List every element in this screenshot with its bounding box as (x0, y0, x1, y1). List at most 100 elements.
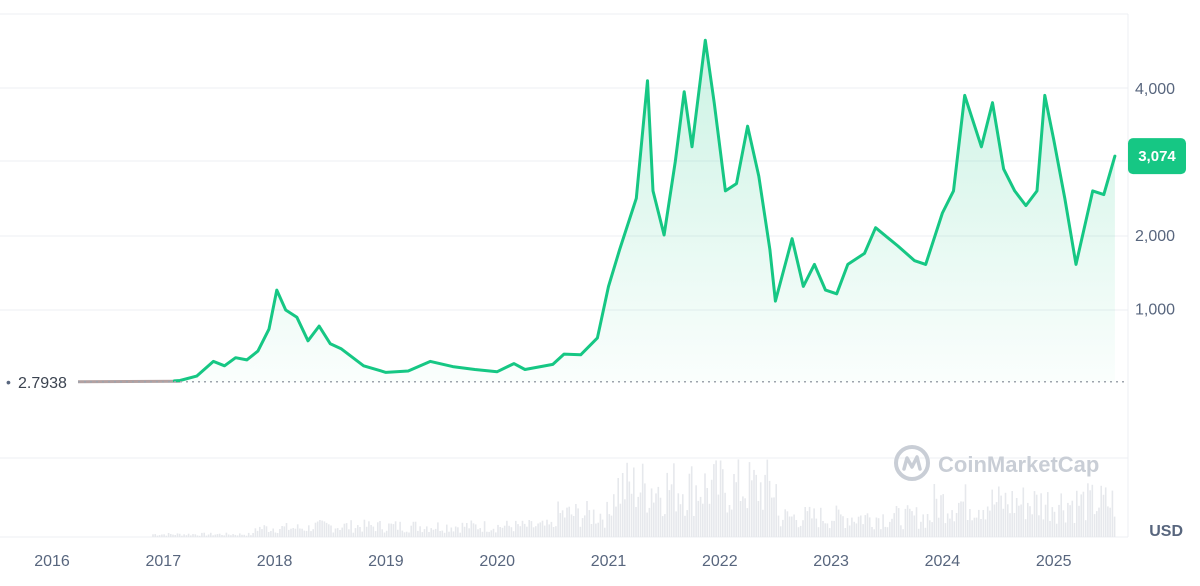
volume-bar (405, 531, 408, 537)
volume-bar (690, 466, 693, 537)
volume-bar (294, 528, 297, 537)
volume-bar (183, 534, 185, 537)
volume-bar (757, 501, 760, 537)
volume-bar (724, 492, 726, 537)
volume-bar (871, 527, 873, 537)
volume-bar (492, 528, 495, 537)
y-tick-label-1: 2,000 (1135, 228, 1175, 245)
volume-bar (719, 460, 722, 537)
volume-bar (748, 462, 751, 537)
volume-bar (650, 488, 653, 537)
volume-bar (802, 520, 804, 537)
volume-bar (993, 504, 996, 537)
volume-bar (270, 531, 272, 537)
volume-bar (946, 513, 949, 537)
volume-bar (615, 506, 617, 537)
volume-bar (586, 501, 588, 537)
volume-bar (891, 518, 893, 537)
volume-bar (421, 532, 424, 537)
volume-bar (296, 524, 299, 537)
volume-bar (764, 474, 766, 537)
x-tick-label-4: 2020 (479, 553, 515, 570)
volume-bar (185, 535, 188, 537)
volume-bar (178, 533, 181, 537)
volume-bar (922, 514, 924, 537)
volume-bar (766, 459, 769, 537)
volume-bar (288, 529, 290, 537)
volume-bar (733, 474, 735, 537)
volume-bar (877, 518, 880, 537)
volume-bar (797, 527, 800, 537)
volume-bar (474, 524, 477, 537)
volume-bar (595, 523, 597, 537)
volume-bar (530, 521, 533, 537)
volume-bar (252, 533, 254, 537)
volume-bar (940, 495, 942, 537)
volume-bar (372, 526, 375, 537)
volume-bars (152, 459, 1116, 537)
volume-bar (722, 469, 724, 537)
volume-bar (604, 527, 606, 537)
volume-bar (561, 510, 564, 537)
volume-bar (931, 522, 933, 537)
volume-bar (564, 517, 566, 537)
volume-bar (1100, 485, 1102, 537)
volume-bar (1022, 487, 1025, 537)
volume-bar (606, 501, 608, 537)
volume-bar (1113, 516, 1116, 537)
volume-bar (165, 535, 168, 537)
volume-bar (570, 514, 573, 537)
volume-bar (955, 513, 958, 537)
volume-bar (359, 527, 361, 537)
volume-bar (795, 520, 798, 537)
volume-bar (463, 526, 466, 537)
volume-bar (619, 503, 622, 537)
volume-bar (588, 510, 591, 537)
volume-bar (742, 496, 744, 537)
volume-bar (873, 529, 875, 537)
volume-bar (332, 532, 335, 537)
volume-bar (864, 515, 867, 537)
volume-bar (630, 493, 633, 537)
volume-bar (517, 524, 519, 537)
volume-bar (328, 524, 330, 537)
volume-bar (904, 508, 907, 537)
volume-bar (392, 524, 395, 537)
volume-bar (813, 508, 815, 537)
volume-bar (984, 519, 987, 537)
volume-bar (933, 484, 936, 537)
volume-bar (848, 525, 851, 537)
volume-bar (388, 523, 390, 537)
volume-bar (499, 527, 501, 537)
volume-bar (1062, 510, 1065, 537)
volume-bar (753, 469, 755, 537)
volume-bar (1049, 520, 1051, 537)
volume-bar (479, 528, 481, 537)
volume-bar (1013, 513, 1016, 537)
volume-bar (461, 522, 464, 537)
volume-bar (751, 480, 753, 537)
volume-bar (699, 496, 702, 537)
volume-bar (568, 506, 570, 537)
volume-bar (633, 467, 635, 537)
volume-bar (163, 534, 165, 537)
volume-bar (641, 463, 644, 537)
volume-bar (677, 493, 680, 537)
volume-bar (666, 472, 668, 537)
volume-bar (653, 502, 655, 537)
volume-bar (1091, 484, 1094, 537)
volume-bar (543, 525, 546, 537)
volume-bar (935, 498, 938, 537)
volume-bar (1096, 511, 1098, 537)
volume-bar (397, 529, 399, 537)
volume-bar (851, 517, 853, 537)
volume-bar (713, 464, 715, 537)
volume-bar (737, 459, 740, 537)
volume-bar (247, 532, 250, 537)
volume-bar (608, 514, 611, 537)
volume-bar (345, 523, 348, 537)
volume-bar (236, 535, 239, 537)
volume-bar (1004, 492, 1007, 537)
